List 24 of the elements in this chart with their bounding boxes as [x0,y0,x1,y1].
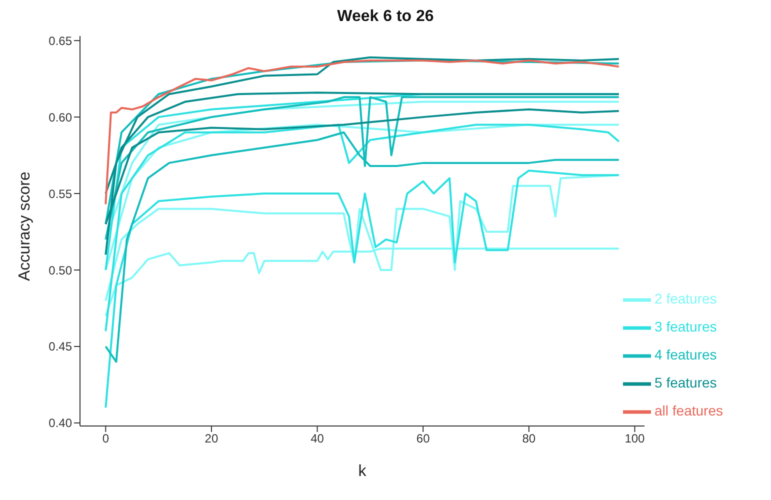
legend-label: 3 features [654,318,717,335]
legend-label: 2 features [654,290,717,307]
x-tick-label: 40 [310,432,324,446]
x-tick-label: 0 [102,432,110,446]
legend-label: all features [654,402,723,419]
y-tick-label: 0.40 [48,416,72,430]
y-tick-label: 0.50 [48,263,72,278]
y-tick-label: 0.60 [48,110,72,124]
legend-label: 4 features [654,346,717,363]
y-tick-label: 0.45 [48,340,72,354]
chart-title: Week 6 to 26 [336,8,435,26]
line-series [104,170,620,409]
x-tick-label: 20 [204,432,218,446]
legend-label: 5 features [654,374,717,391]
line-series [104,124,620,332]
x-tick-label: 80 [522,432,536,446]
line-series [104,56,620,256]
x-axis-title: k [358,463,368,480]
y-tick-label: 0.65 [48,34,72,48]
x-tick-label: 100 [624,432,646,446]
y-axis-title: Accuracy score [16,172,34,281]
line-series [104,124,620,271]
x-tick-label: 60 [416,432,430,446]
y-tick-label: 0.55 [48,186,72,201]
